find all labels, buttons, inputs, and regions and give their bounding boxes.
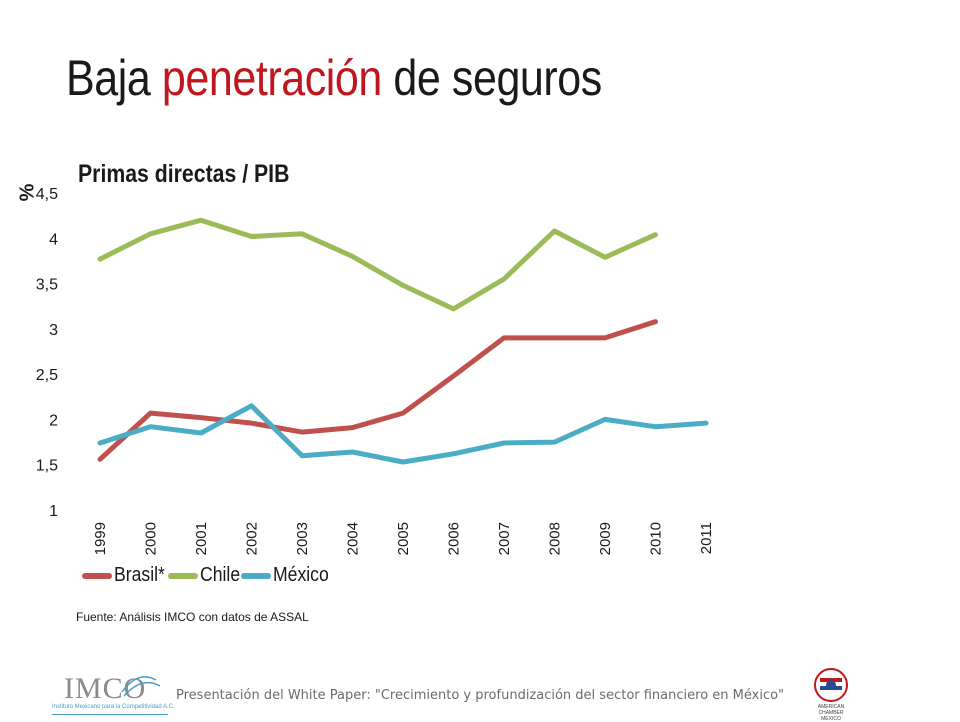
- amcham-logo-text: AMERICAN CHAMBER MEXICO: [817, 704, 845, 722]
- x-tick-label: 2002: [244, 522, 261, 555]
- x-tick-label: 2005: [395, 522, 412, 555]
- amcham-logo: AMERICAN CHAMBER MEXICO: [806, 666, 856, 722]
- x-tick-label: 1999: [92, 522, 109, 555]
- legend-swatch-brasil: [82, 572, 112, 579]
- chart-title: Primas directas / PIB: [78, 160, 290, 188]
- y-tick-label: 2: [49, 412, 58, 429]
- x-tick-label: 2000: [143, 522, 160, 555]
- legend-label-chile: Chile: [199, 564, 240, 586]
- x-tick-label: 2010: [648, 522, 665, 555]
- imco-swoosh-icon: [121, 676, 161, 697]
- legend-item-brasil: Brasil*: [82, 564, 168, 587]
- series-line-brasil: [97, 319, 658, 462]
- y-tick-label: 4,5: [36, 186, 58, 203]
- y-tick-label: 1,5: [36, 458, 58, 475]
- y-tick-label: 2,5: [36, 367, 58, 384]
- x-tick-label: 2006: [446, 522, 463, 555]
- legend-item-chile: Chile: [167, 564, 242, 587]
- legend-swatch-chile: [167, 572, 198, 579]
- x-tick-label: 2001: [193, 522, 210, 555]
- imco-logo-subtext: Instituto Mexicano para la Competitivida…: [52, 704, 175, 710]
- series-line-mxico: [97, 403, 709, 465]
- x-tick-label: 2008: [547, 522, 564, 555]
- series-lines: [97, 217, 709, 465]
- chart-legend: Brasil* Chile México: [82, 564, 333, 587]
- title-part-2: de seguros: [393, 50, 602, 106]
- legend-item-mexico: México: [241, 564, 332, 587]
- y-tick-label: 3,5: [36, 277, 58, 294]
- imco-logo: IMCO Instituto Mexicano para la Competit…: [52, 666, 175, 718]
- y-tick-labels: 1 1,5 2 2,5 3 3,5 4 4,5: [36, 186, 58, 520]
- footer-text: Presentación del White Paper: "Crecimien…: [176, 688, 785, 703]
- title-accent: penetración: [161, 50, 382, 106]
- y-tick-label: 3: [49, 322, 58, 339]
- x-tick-label: 2004: [345, 522, 362, 555]
- series-line-chile: [97, 217, 658, 312]
- legend-swatch-mexico: [241, 572, 272, 579]
- legend-label-mexico: México: [273, 564, 330, 586]
- slide-title: Baja penetración de seguros: [66, 48, 602, 108]
- y-tick-label: 1: [49, 503, 58, 520]
- x-tick-label: 2011: [698, 522, 715, 554]
- amcham-emblem-icon: [814, 668, 848, 702]
- source-note: Fuente: Análisis IMCO con datos de ASSAL: [76, 610, 309, 624]
- legend-label-brasil: Brasil*: [114, 564, 165, 586]
- x-tick-label: 2009: [597, 522, 614, 555]
- title-part-1: Baja: [66, 50, 151, 106]
- x-tick-labels: 1999 2000 2001 2002 2003 2004 2005 2006 2007 2008…: [92, 522, 715, 555]
- y-tick-label: 4: [49, 231, 58, 248]
- x-tick-label: 2007: [496, 522, 513, 555]
- footer-divider: [52, 714, 168, 715]
- x-tick-label: 2003: [294, 522, 311, 555]
